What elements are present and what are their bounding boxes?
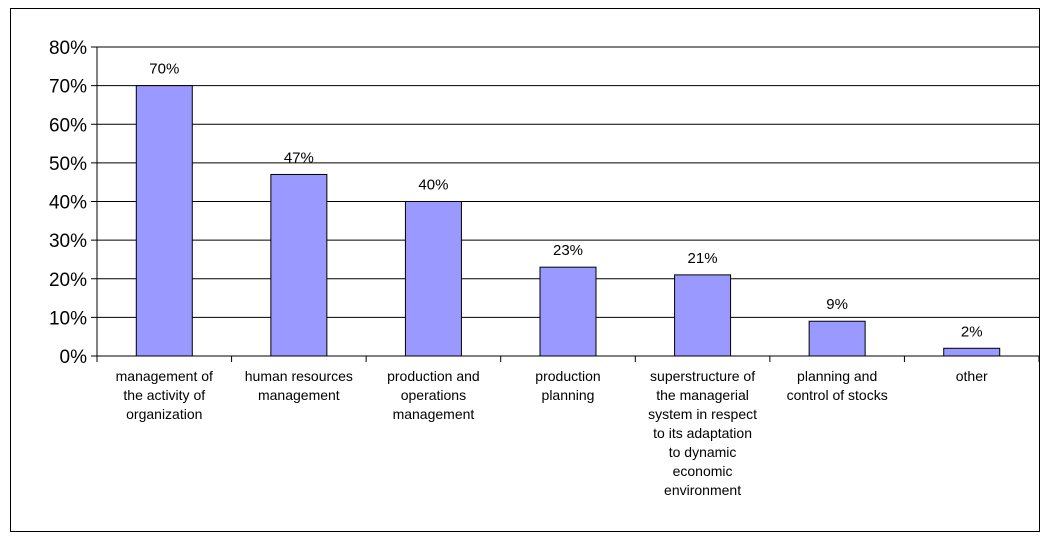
y-tick-label: 0% <box>60 347 88 368</box>
bar <box>135 85 193 357</box>
bar <box>404 201 462 357</box>
data-label: 23% <box>553 242 583 259</box>
data-label: 9% <box>826 296 848 313</box>
category-label: planning and control of stocks <box>787 368 888 403</box>
data-label: 40% <box>418 177 448 194</box>
gridlines <box>97 46 1039 318</box>
data-label: 70% <box>149 61 179 78</box>
y-tick-label: 50% <box>49 154 87 175</box>
y-tick-label: 60% <box>49 115 87 136</box>
data-label: 2% <box>961 323 983 340</box>
bars <box>135 85 1001 357</box>
y-tick-label: 10% <box>49 308 87 329</box>
category-label: other <box>956 368 988 384</box>
bar-chart: 0% 10% 20% 30% 40% 50% 60% 70% 80% 70% 47% 40% 23% 2… <box>49 38 1040 498</box>
x-axis-category-labels: management of the activity of organization… <box>116 368 988 498</box>
y-tick-label: 80% <box>49 38 87 59</box>
category-label: human resources management <box>245 368 353 403</box>
bar <box>674 274 732 357</box>
data-label: 21% <box>688 250 718 267</box>
category-label: production planning <box>535 368 600 403</box>
y-axis-tick-labels: 0% 10% 20% 30% 40% 50% 60% 70% 80% <box>49 38 97 368</box>
bar <box>943 347 1001 357</box>
chart-frame: 0% 10% 20% 30% 40% 50% 60% 70% 80% 70% 47% 40% 23% 2… <box>10 8 1040 532</box>
bar <box>539 266 597 357</box>
bar <box>808 320 866 357</box>
y-tick-label: 20% <box>49 270 87 291</box>
y-tick-label: 40% <box>49 193 87 214</box>
category-label: superstructure of the managerial system in… <box>648 368 757 498</box>
category-label: production and operations management <box>387 368 480 422</box>
y-tick-label: 30% <box>49 231 87 252</box>
category-label: management of the activity of organization <box>116 368 213 422</box>
y-tick-label: 70% <box>49 77 87 98</box>
data-label: 47% <box>284 149 314 166</box>
axes <box>96 47 1040 362</box>
data-labels: 70% 47% 40% 23% 21% 9% 2% <box>149 61 982 341</box>
bar <box>270 173 328 357</box>
